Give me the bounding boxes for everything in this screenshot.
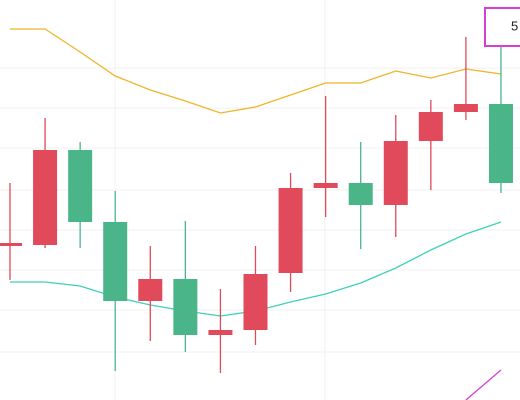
price-label-box (484, 7, 520, 47)
candle-body (33, 150, 58, 245)
candle-body (453, 104, 478, 112)
indicator-line (10, 28, 502, 114)
candle-body (208, 330, 233, 335)
candle-body (348, 183, 373, 205)
candle-body (488, 104, 513, 183)
candle-body (383, 141, 408, 205)
candle-body (418, 112, 443, 141)
candle-body (278, 188, 303, 273)
price-label: 5 (484, 7, 520, 47)
candle-body (313, 183, 338, 188)
candle-body (103, 222, 128, 301)
candle-body (0, 243, 22, 246)
indicator-line (465, 369, 502, 400)
candle-body (138, 279, 163, 301)
candle-body (243, 274, 268, 330)
candle-body (173, 279, 198, 335)
candle-body (68, 150, 93, 222)
price-label-text: 5 (511, 18, 518, 33)
candles (0, 32, 513, 373)
